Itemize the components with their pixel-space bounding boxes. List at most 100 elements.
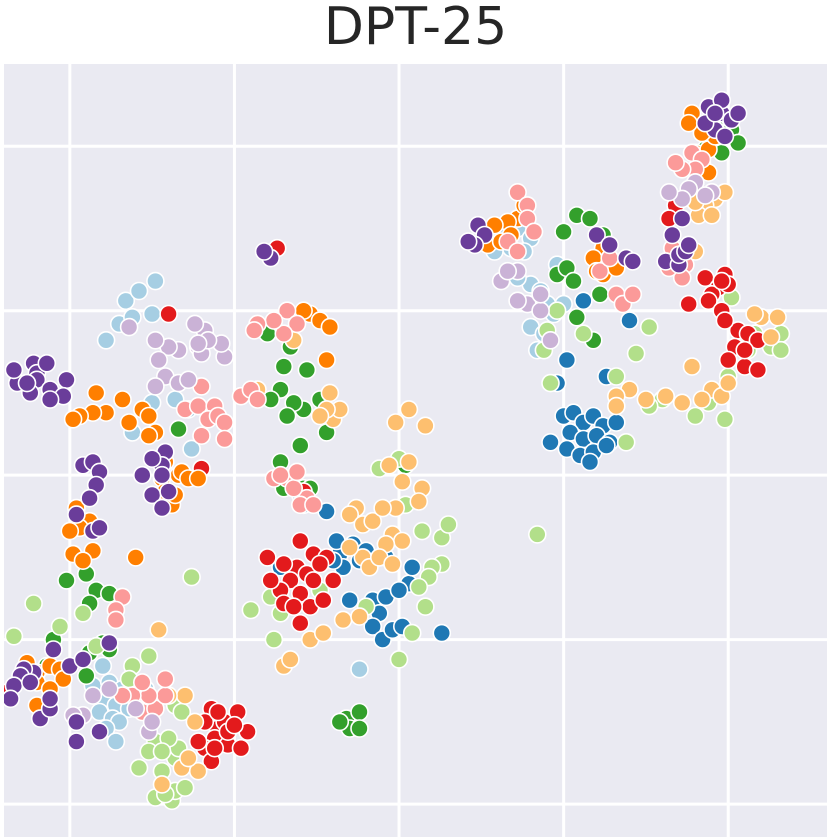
data-point xyxy=(205,738,224,758)
data-point xyxy=(271,465,290,485)
data-point xyxy=(340,505,360,524)
data-point xyxy=(264,630,284,649)
data-point xyxy=(129,281,149,301)
data-point xyxy=(116,291,136,311)
data-point xyxy=(600,235,620,255)
data-point xyxy=(389,650,409,669)
data-point xyxy=(626,344,646,363)
data-point xyxy=(208,702,228,722)
data-point xyxy=(281,650,300,669)
data-point xyxy=(409,492,429,511)
data-point xyxy=(24,594,43,613)
data-point xyxy=(350,659,369,679)
data-point xyxy=(126,548,145,567)
data-point xyxy=(304,495,323,515)
data-point xyxy=(392,531,412,551)
data-point xyxy=(718,350,738,370)
data-point xyxy=(4,689,20,709)
data-point xyxy=(119,413,139,432)
data-point xyxy=(277,301,297,320)
data-point xyxy=(715,311,735,330)
data-point xyxy=(310,406,330,426)
data-point xyxy=(261,571,281,590)
data-point xyxy=(623,252,643,271)
data-point xyxy=(745,304,764,324)
data-points xyxy=(4,90,791,811)
data-point xyxy=(100,633,119,653)
data-point xyxy=(215,429,234,449)
data-point xyxy=(4,626,24,646)
data-point xyxy=(159,482,178,501)
data-point xyxy=(133,673,152,692)
data-point xyxy=(254,242,274,261)
data-point xyxy=(73,603,93,623)
scatter-series xyxy=(63,173,722,742)
data-point xyxy=(695,186,715,205)
data-point xyxy=(185,314,205,334)
data-point xyxy=(297,360,317,380)
data-point xyxy=(771,340,791,360)
data-point xyxy=(50,617,70,636)
data-point xyxy=(606,396,626,416)
data-point xyxy=(80,488,99,508)
data-point xyxy=(373,498,392,518)
data-point xyxy=(149,620,168,640)
data-point xyxy=(119,317,139,337)
data-point xyxy=(126,699,145,719)
scatter-series xyxy=(149,183,787,794)
data-point xyxy=(192,426,211,446)
data-point xyxy=(146,271,165,291)
data-point xyxy=(363,617,383,636)
data-point xyxy=(527,525,547,544)
data-point xyxy=(320,317,340,337)
data-point xyxy=(73,650,93,669)
data-point xyxy=(597,436,616,455)
data-point xyxy=(659,183,679,202)
data-point xyxy=(508,242,527,261)
data-point xyxy=(508,291,527,311)
data-point xyxy=(106,610,126,630)
data-point xyxy=(156,669,175,689)
data-point xyxy=(402,623,422,643)
data-point xyxy=(662,225,682,245)
data-point xyxy=(287,314,307,334)
data-point xyxy=(705,103,725,123)
data-point xyxy=(17,373,37,393)
data-point xyxy=(712,271,732,291)
data-point xyxy=(699,291,718,311)
data-point xyxy=(623,285,643,304)
data-point xyxy=(287,462,307,482)
data-point xyxy=(241,600,261,620)
data-point xyxy=(685,406,705,426)
data-point xyxy=(67,732,86,751)
data-point xyxy=(290,436,310,455)
data-point xyxy=(188,469,208,488)
data-point xyxy=(531,301,550,320)
data-point xyxy=(100,679,119,699)
data-point xyxy=(284,597,304,617)
data-point xyxy=(531,285,550,304)
data-point xyxy=(67,505,86,524)
data-point xyxy=(728,103,748,123)
data-point xyxy=(557,350,577,370)
data-point xyxy=(133,465,152,485)
data-point xyxy=(389,580,409,600)
data-point xyxy=(152,742,172,761)
data-point xyxy=(679,235,699,255)
data-point xyxy=(90,722,109,742)
data-point xyxy=(142,304,162,324)
data-point xyxy=(323,571,343,590)
data-point xyxy=(616,432,636,452)
data-point xyxy=(244,321,264,340)
data-point xyxy=(152,465,172,485)
data-point xyxy=(44,640,63,659)
data-point xyxy=(564,271,583,291)
data-point xyxy=(679,113,699,133)
data-point xyxy=(416,597,435,617)
data-point xyxy=(152,775,172,794)
data-point xyxy=(159,304,178,324)
data-point xyxy=(412,521,432,541)
data-point xyxy=(580,209,600,228)
data-point xyxy=(106,732,126,751)
data-point xyxy=(83,686,103,705)
